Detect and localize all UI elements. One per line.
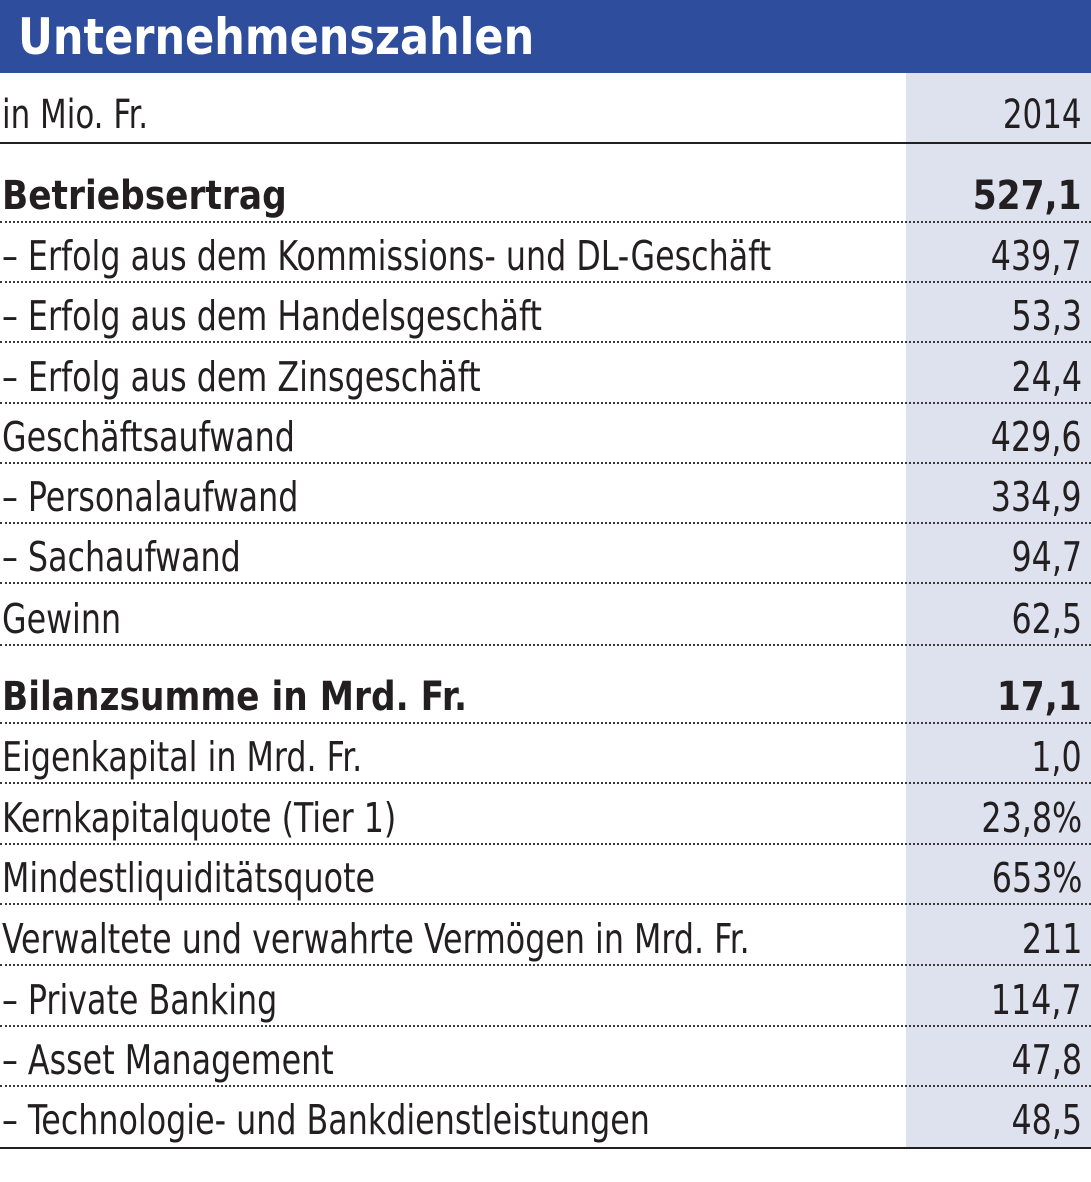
table-row: – Sachaufwand 94,7 (0, 524, 1091, 584)
row-value: 62,5 (1011, 595, 1082, 643)
table-row: Eigenkapital in Mrd. Fr. 1,0 (0, 724, 1091, 784)
table-row: Geschäftsaufwand 429,6 (0, 404, 1091, 464)
row-separator (0, 221, 1091, 223)
row-label: Kernkapitalquote (Tier 1) (2, 794, 397, 842)
row-label: Geschäftsaufwand (2, 413, 295, 461)
title-bar: Unternehmenszahlen (0, 0, 1091, 73)
row-value: 439,7 (991, 232, 1082, 280)
unit-label: in Mio. Fr. (2, 92, 149, 138)
row-label: – Private Banking (2, 976, 278, 1024)
row-separator (0, 341, 1091, 343)
table-row: – Technologie- und Bankdienstleistungen 4… (0, 1087, 1091, 1147)
row-label: Mindestliquiditätsquote (2, 854, 376, 902)
row-value: 17,1 (997, 674, 1082, 720)
row-label: Bilanzsumme in Mrd. Fr. (2, 674, 468, 720)
row-separator (0, 522, 1091, 524)
row-value: 48,5 (1011, 1096, 1082, 1144)
row-separator (0, 782, 1091, 784)
row-value: 1,0 (1031, 733, 1082, 781)
header-divider (0, 142, 1091, 144)
table-row: Mindestliquiditätsquote 653% (0, 845, 1091, 905)
row-value: 653% (991, 854, 1082, 902)
table-row: – Asset Management 47,8 (0, 1027, 1091, 1087)
row-separator (0, 1025, 1091, 1027)
row-value: 94,7 (1011, 533, 1082, 581)
row-separator (0, 903, 1091, 905)
row-label: Eigenkapital in Mrd. Fr. (2, 733, 363, 781)
row-label: – Erfolg aus dem Zinsgeschäft (2, 353, 481, 401)
bottom-divider (0, 1147, 1091, 1149)
row-separator (0, 644, 1091, 646)
table-row: – Erfolg aus dem Zinsgeschäft 24,4 (0, 343, 1091, 404)
table-row: Kernkapitalquote (Tier 1) 23,8% (0, 784, 1091, 845)
row-separator (0, 462, 1091, 464)
row-separator (0, 964, 1091, 966)
value-column-background (906, 73, 1091, 1149)
row-label: Verwaltete und verwahrte Vermögen in Mrd… (2, 915, 750, 963)
row-label: – Personalaufwand (2, 473, 299, 521)
row-value: 47,8 (1011, 1036, 1082, 1084)
header-row: in Mio. Fr. 2014 (0, 73, 1091, 143)
row-value: 114,7 (991, 976, 1082, 1024)
table-row: Verwaltete und verwahrte Vermögen in Mrd… (0, 905, 1091, 966)
row-separator (0, 843, 1091, 845)
row-separator (0, 582, 1091, 584)
row-value: 23,8% (981, 794, 1082, 842)
row-separator (0, 281, 1091, 283)
row-value: 429,6 (991, 413, 1082, 461)
table-row: – Personalaufwand 334,9 (0, 464, 1091, 524)
table-row: Betriebsertrag 527,1 (0, 163, 1091, 223)
row-label: – Technologie- und Bankdienstleistungen (2, 1096, 650, 1144)
row-label: – Sachaufwand (2, 533, 241, 581)
row-label: – Erfolg aus dem Kommissions- und DL-Ges… (2, 232, 772, 280)
row-value: 527,1 (973, 173, 1082, 219)
table-row: – Erfolg aus dem Kommissions- und DL-Ges… (0, 223, 1091, 283)
row-separator (0, 402, 1091, 404)
row-value: 334,9 (991, 473, 1082, 521)
table-row: – Private Banking 114,7 (0, 966, 1091, 1027)
row-label: Gewinn (2, 595, 122, 643)
row-label: – Erfolg aus dem Handelsgeschäft (2, 292, 542, 340)
row-value: 24,4 (1011, 353, 1082, 401)
row-value: 53,3 (1011, 292, 1082, 340)
row-separator (0, 1085, 1091, 1087)
row-label: – Asset Management (2, 1036, 334, 1084)
table-row: Bilanzsumme in Mrd. Fr. 17,1 (0, 664, 1091, 724)
year-header: 2014 (1003, 92, 1082, 138)
table-row: Gewinn 62,5 (0, 584, 1091, 646)
table-title: Unternehmenszahlen (18, 8, 535, 66)
row-separator (0, 722, 1091, 724)
row-value: 211 (1021, 915, 1082, 963)
row-label: Betriebsertrag (2, 173, 287, 219)
table-row: – Erfolg aus dem Handelsgeschäft 53,3 (0, 283, 1091, 343)
